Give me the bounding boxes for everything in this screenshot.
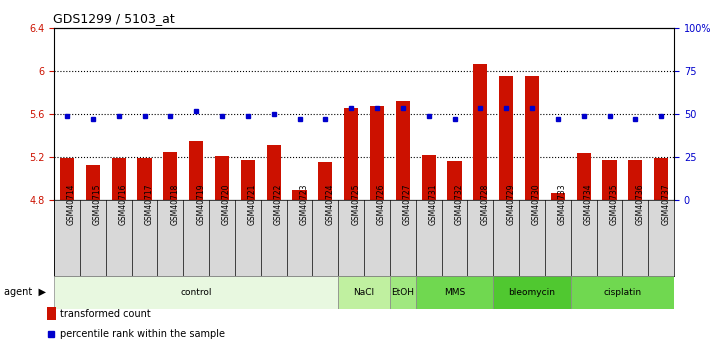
Text: EtOH: EtOH <box>392 288 415 297</box>
Bar <box>138 158 151 200</box>
Text: GSM40727: GSM40727 <box>403 183 412 225</box>
Bar <box>390 276 416 309</box>
Text: GSM40726: GSM40726 <box>377 183 386 225</box>
Bar <box>189 141 203 200</box>
Bar <box>448 161 461 200</box>
Text: GSM40724: GSM40724 <box>325 183 335 225</box>
Text: GSM40729: GSM40729 <box>506 183 516 225</box>
Text: GDS1299 / 5103_at: GDS1299 / 5103_at <box>53 12 175 25</box>
Bar <box>396 101 410 200</box>
Text: percentile rank within the sample: percentile rank within the sample <box>60 329 224 339</box>
Bar <box>241 160 255 200</box>
Text: GSM40718: GSM40718 <box>170 183 180 225</box>
Bar <box>163 151 177 200</box>
Text: agent  ▶: agent ▶ <box>4 287 45 297</box>
Text: MMS: MMS <box>444 288 465 297</box>
Bar <box>86 165 100 200</box>
Bar <box>344 108 358 200</box>
Text: GSM40735: GSM40735 <box>609 183 619 225</box>
Text: control: control <box>180 288 212 297</box>
Text: GSM40736: GSM40736 <box>635 183 645 225</box>
Bar <box>293 190 306 200</box>
Bar <box>370 106 384 200</box>
Text: bleomycin: bleomycin <box>508 288 556 297</box>
Text: GSM40725: GSM40725 <box>351 183 360 225</box>
Bar <box>54 276 338 309</box>
Text: GSM40728: GSM40728 <box>480 183 490 225</box>
Bar <box>499 76 513 200</box>
Text: GSM40719: GSM40719 <box>196 183 205 225</box>
Text: GSM40731: GSM40731 <box>429 183 438 225</box>
Bar <box>60 158 74 200</box>
Bar <box>215 156 229 200</box>
Text: GSM40722: GSM40722 <box>274 183 283 225</box>
Bar <box>654 158 668 200</box>
Bar <box>338 276 390 309</box>
Text: GSM40716: GSM40716 <box>119 183 128 225</box>
Text: GSM40720: GSM40720 <box>222 183 231 225</box>
Text: cisplatin: cisplatin <box>603 288 642 297</box>
Text: GSM40714: GSM40714 <box>67 183 76 225</box>
Text: NaCl: NaCl <box>353 288 375 297</box>
Bar <box>112 158 125 200</box>
Bar <box>577 152 590 200</box>
Bar <box>318 162 332 200</box>
Bar <box>571 276 674 309</box>
Bar <box>47 307 56 320</box>
Text: GSM40723: GSM40723 <box>299 183 309 225</box>
Text: GSM40715: GSM40715 <box>93 183 102 225</box>
Bar <box>473 64 487 200</box>
Text: GSM40717: GSM40717 <box>144 183 154 225</box>
Text: GSM40734: GSM40734 <box>584 183 593 225</box>
Text: GSM40733: GSM40733 <box>558 183 567 225</box>
Text: GSM40730: GSM40730 <box>532 183 541 225</box>
Text: transformed count: transformed count <box>60 309 150 318</box>
Bar <box>551 193 565 200</box>
Text: GSM40737: GSM40737 <box>661 183 671 225</box>
Bar <box>416 276 493 309</box>
Text: GSM40732: GSM40732 <box>454 183 464 225</box>
Text: GSM40721: GSM40721 <box>248 183 257 225</box>
Bar <box>493 276 571 309</box>
Bar <box>628 160 642 200</box>
Bar <box>525 76 539 200</box>
Bar <box>267 145 280 200</box>
Bar <box>603 160 616 200</box>
Bar <box>422 155 435 200</box>
